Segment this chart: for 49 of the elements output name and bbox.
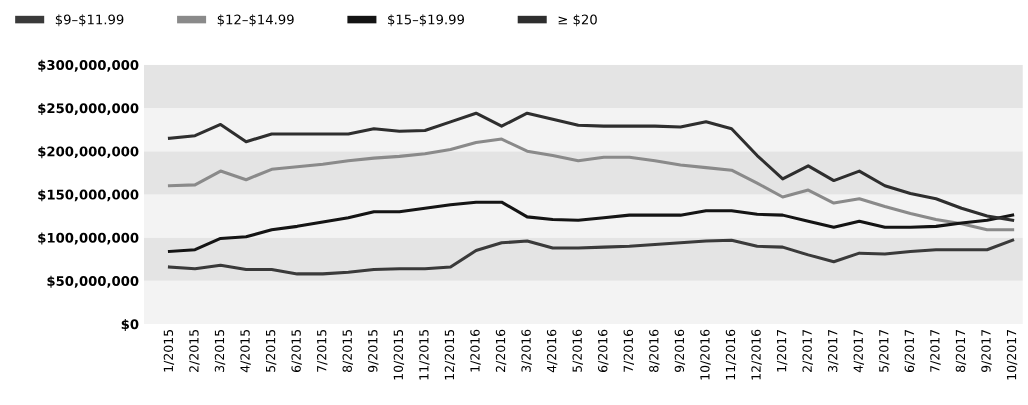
x-tick-label: 7/2017 [930,329,941,372]
x-tick-label: 11/2016 [725,329,737,380]
x-tick-label: 12/2016 [751,329,762,380]
x-tick-label: 11/2015 [419,329,430,380]
x-tick-label: 3/2016 [521,329,532,372]
legend-label: $12–$14.99 [217,14,294,27]
y-tick-label: $200,000,000 [38,146,139,159]
legend-label: $15–$19.99 [388,14,464,27]
x-tick-label: 7/2016 [623,329,634,372]
x-tick-label: 1/2016 [470,329,481,372]
x-tick-label: 3/2017 [827,329,839,372]
x-tick-label: 4/2015 [240,329,251,373]
x-tick-label: 2/2016 [495,329,507,372]
y-tick-label: $300,000,000 [38,59,139,72]
y-tick-label: $150,000,000 [38,189,139,202]
x-tick-label: 10/2015 [393,329,405,380]
line-series [167,238,1015,276]
x-tick-label: 4/2016 [546,329,558,373]
x-tick-label: 9/2016 [674,329,686,373]
x-tick-label: 6/2017 [904,329,916,372]
line-series [167,137,1015,232]
x-tick-label: 6/2016 [598,329,609,372]
x-tick-label: 5/2015 [265,329,277,372]
x-tick-label: 8/2016 [649,329,660,372]
legend-label: $9–$11.99 [55,14,124,27]
x-tick-label: 9/2017 [981,329,992,373]
x-tick-label: 8/2017 [955,329,967,372]
x-tick-label: 3/2015 [214,329,226,372]
y-tick-label: $50,000,000 [47,275,139,288]
y-tick-label: $100,000,000 [38,232,139,245]
line-series [167,200,1015,253]
x-tick-label: 2/2015 [189,329,200,372]
x-tick-label: 5/2017 [879,329,890,372]
x-tick-label: 2/2017 [802,329,813,372]
legend-label: ≥ $20 [558,14,597,27]
line-series [167,111,1015,222]
y-tick-label: $0 [121,318,139,331]
x-tick-label: 6/2015 [291,329,302,372]
x-tick-label: 7/2015 [316,329,328,372]
x-tick-label: 5/2016 [572,329,583,372]
x-tick-label: 1/2015 [163,329,175,372]
x-tick-label: 12/2015 [444,329,456,380]
x-tick-label: 4/2017 [853,329,864,373]
x-tick-label: 10/2016 [700,329,711,380]
y-tick-label: $250,000,000 [38,102,139,115]
x-tick-label: 10/2017 [1006,329,1018,380]
x-tick-label: 1/2017 [776,329,788,372]
x-tick-label: 8/2015 [342,329,353,372]
x-tick-label: 9/2015 [368,329,379,373]
